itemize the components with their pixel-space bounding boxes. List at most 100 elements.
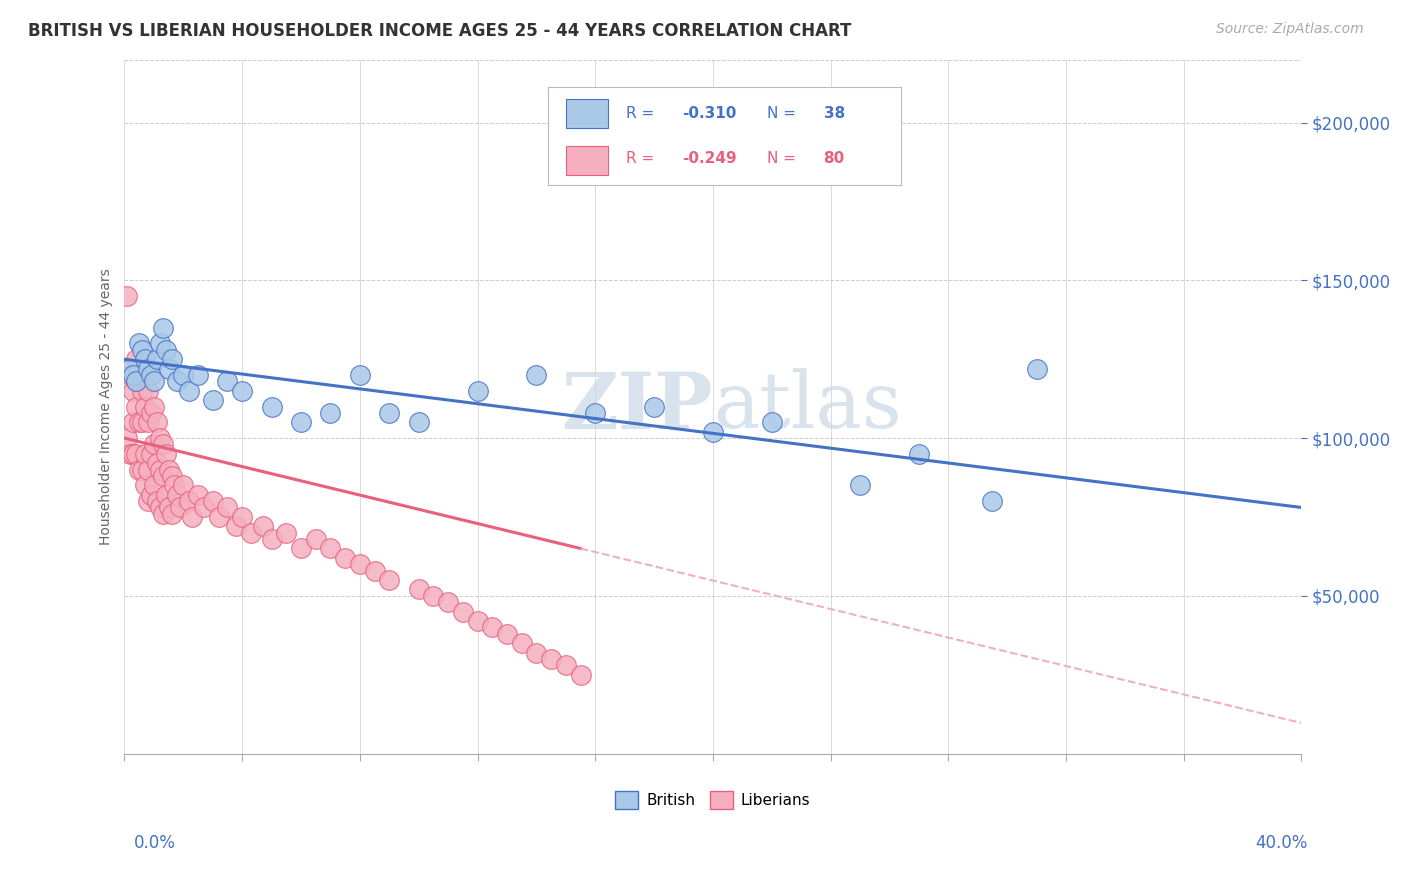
Point — [319, 406, 342, 420]
Point — [131, 463, 153, 477]
Point — [136, 494, 159, 508]
Point — [422, 589, 444, 603]
Point — [451, 605, 474, 619]
Point — [157, 463, 180, 477]
Point — [152, 507, 174, 521]
Point — [120, 361, 142, 376]
Point — [181, 510, 204, 524]
Point — [217, 500, 239, 515]
Point — [134, 478, 156, 492]
Point — [583, 406, 606, 420]
Point — [207, 510, 229, 524]
Point — [849, 478, 872, 492]
Point — [225, 519, 247, 533]
Point — [231, 384, 253, 398]
Point — [319, 541, 342, 556]
Point — [172, 478, 194, 492]
Point — [142, 437, 165, 451]
Point — [128, 368, 150, 382]
Point — [120, 447, 142, 461]
Point — [128, 336, 150, 351]
Point — [179, 494, 201, 508]
Point — [160, 507, 183, 521]
Point — [179, 384, 201, 398]
Point — [157, 361, 180, 376]
Point — [526, 646, 548, 660]
Point — [702, 425, 724, 439]
Point — [136, 384, 159, 398]
Point — [981, 494, 1004, 508]
Point — [146, 352, 169, 367]
Point — [1025, 361, 1047, 376]
Point — [408, 415, 430, 429]
Point — [122, 447, 145, 461]
Point — [139, 447, 162, 461]
Point — [131, 415, 153, 429]
Point — [142, 400, 165, 414]
Text: BRITISH VS LIBERIAN HOUSEHOLDER INCOME AGES 25 - 44 YEARS CORRELATION CHART: BRITISH VS LIBERIAN HOUSEHOLDER INCOME A… — [28, 22, 852, 40]
Point — [149, 463, 172, 477]
Point — [142, 478, 165, 492]
Point — [496, 626, 519, 640]
Point — [169, 500, 191, 515]
Point — [120, 368, 142, 382]
Point — [152, 469, 174, 483]
Point — [139, 368, 162, 382]
Point — [166, 488, 188, 502]
Text: ZIP: ZIP — [561, 368, 713, 444]
Point — [408, 582, 430, 597]
Text: 40.0%: 40.0% — [1256, 834, 1308, 852]
Point — [290, 541, 312, 556]
Point — [193, 500, 215, 515]
Point — [155, 447, 177, 461]
Point — [378, 573, 401, 587]
Point — [467, 384, 489, 398]
Point — [569, 667, 592, 681]
Point — [349, 558, 371, 572]
Point — [160, 469, 183, 483]
Point — [155, 488, 177, 502]
Point — [122, 415, 145, 429]
Point — [260, 400, 283, 414]
Point — [437, 595, 460, 609]
Point — [166, 374, 188, 388]
Point — [136, 463, 159, 477]
Point — [160, 352, 183, 367]
Point — [122, 384, 145, 398]
Point — [125, 374, 148, 388]
Point — [142, 374, 165, 388]
Point — [134, 447, 156, 461]
Point — [467, 614, 489, 628]
Point — [187, 488, 209, 502]
Point — [554, 658, 576, 673]
Y-axis label: Householder Income Ages 25 - 44 years: Householder Income Ages 25 - 44 years — [100, 268, 114, 545]
Point — [290, 415, 312, 429]
Point — [131, 343, 153, 357]
Point — [125, 400, 148, 414]
Point — [526, 368, 548, 382]
Point — [349, 368, 371, 382]
Point — [139, 406, 162, 420]
Point — [128, 463, 150, 477]
Point — [136, 415, 159, 429]
Point — [152, 437, 174, 451]
Point — [117, 431, 139, 445]
Point — [481, 620, 503, 634]
Point — [125, 447, 148, 461]
Point — [187, 368, 209, 382]
Point — [908, 447, 931, 461]
Text: 0.0%: 0.0% — [134, 834, 176, 852]
Point — [510, 636, 533, 650]
Point — [240, 525, 263, 540]
Point — [149, 500, 172, 515]
Point — [139, 488, 162, 502]
Point — [146, 415, 169, 429]
Point — [217, 374, 239, 388]
Point — [136, 361, 159, 376]
Point — [761, 415, 783, 429]
Point — [201, 494, 224, 508]
Point — [276, 525, 298, 540]
Point — [125, 352, 148, 367]
Text: atlas: atlas — [713, 368, 901, 444]
Point — [260, 532, 283, 546]
